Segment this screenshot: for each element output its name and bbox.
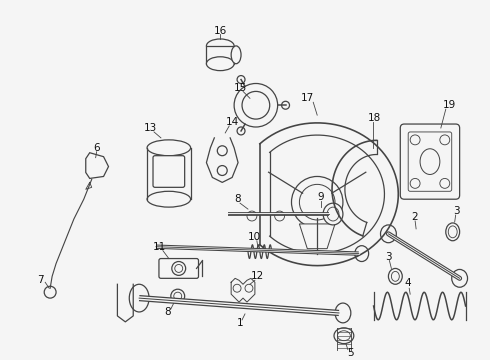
Ellipse shape xyxy=(327,207,339,221)
Circle shape xyxy=(440,179,450,188)
Text: 3: 3 xyxy=(385,252,392,262)
Ellipse shape xyxy=(389,269,402,284)
Text: 11: 11 xyxy=(152,242,166,252)
Ellipse shape xyxy=(392,271,399,281)
Circle shape xyxy=(247,211,257,221)
Text: 12: 12 xyxy=(251,271,265,282)
Circle shape xyxy=(282,101,290,109)
Ellipse shape xyxy=(335,303,351,323)
Circle shape xyxy=(175,265,183,273)
Text: 19: 19 xyxy=(443,100,456,110)
Ellipse shape xyxy=(231,46,241,64)
Circle shape xyxy=(237,127,245,135)
Text: 7: 7 xyxy=(37,275,44,285)
Text: 15: 15 xyxy=(233,84,246,94)
Text: 8: 8 xyxy=(234,194,241,204)
Ellipse shape xyxy=(147,140,191,156)
Ellipse shape xyxy=(381,225,396,243)
Circle shape xyxy=(217,166,227,175)
FancyBboxPatch shape xyxy=(159,258,198,278)
FancyBboxPatch shape xyxy=(400,124,460,199)
Circle shape xyxy=(275,211,285,221)
Circle shape xyxy=(217,146,227,156)
Text: 13: 13 xyxy=(144,123,157,133)
Ellipse shape xyxy=(147,191,191,207)
Ellipse shape xyxy=(452,269,467,287)
Circle shape xyxy=(171,289,185,303)
Circle shape xyxy=(410,179,420,188)
Polygon shape xyxy=(299,224,335,249)
FancyBboxPatch shape xyxy=(206,46,234,64)
Text: 14: 14 xyxy=(225,117,239,127)
Circle shape xyxy=(233,284,241,292)
Ellipse shape xyxy=(334,328,354,343)
Circle shape xyxy=(237,76,245,84)
Text: 5: 5 xyxy=(347,347,354,357)
Ellipse shape xyxy=(323,203,343,225)
Circle shape xyxy=(299,184,335,220)
Text: 17: 17 xyxy=(301,93,314,103)
Circle shape xyxy=(292,176,343,228)
Ellipse shape xyxy=(206,57,234,71)
Text: 3: 3 xyxy=(453,206,460,216)
Ellipse shape xyxy=(338,331,350,341)
Circle shape xyxy=(440,135,450,145)
Polygon shape xyxy=(86,153,108,179)
Circle shape xyxy=(245,284,253,292)
Circle shape xyxy=(174,292,182,300)
FancyBboxPatch shape xyxy=(153,156,185,187)
Text: 9: 9 xyxy=(318,192,324,202)
Ellipse shape xyxy=(206,39,234,53)
Circle shape xyxy=(44,286,56,298)
Circle shape xyxy=(172,261,186,275)
Circle shape xyxy=(242,91,270,119)
Text: 18: 18 xyxy=(368,113,381,123)
Text: 1: 1 xyxy=(237,318,244,328)
Ellipse shape xyxy=(448,226,457,238)
FancyBboxPatch shape xyxy=(408,132,452,191)
Ellipse shape xyxy=(129,284,149,312)
Text: 4: 4 xyxy=(405,278,412,288)
Text: 6: 6 xyxy=(93,143,100,153)
Circle shape xyxy=(410,135,420,145)
Text: 16: 16 xyxy=(214,26,227,36)
Text: 2: 2 xyxy=(411,212,417,222)
Ellipse shape xyxy=(446,223,460,241)
Circle shape xyxy=(234,84,278,127)
Ellipse shape xyxy=(420,149,440,175)
Text: 10: 10 xyxy=(247,232,261,242)
Ellipse shape xyxy=(355,246,368,261)
Text: 8: 8 xyxy=(165,307,171,317)
